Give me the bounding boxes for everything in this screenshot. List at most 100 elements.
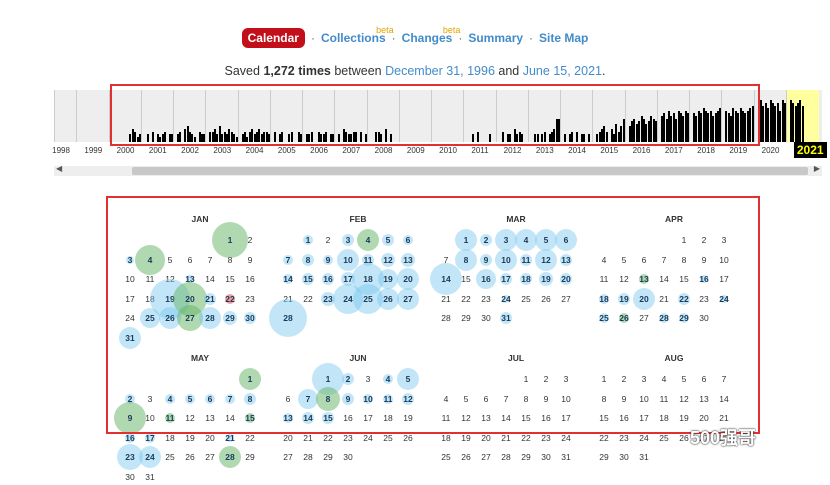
- capture-bubble[interactable]: [219, 446, 241, 468]
- calendar-day[interactable]: 2: [345, 374, 351, 384]
- capture-bubble[interactable]: [619, 313, 629, 323]
- calendar-day[interactable]: 6: [563, 235, 569, 245]
- capture-bubble[interactable]: [177, 305, 203, 331]
- calendar-day[interactable]: 9: [325, 254, 331, 265]
- calendar-day[interactable]: 13: [185, 274, 195, 284]
- capture-bubble[interactable]: [322, 273, 334, 285]
- capture-bubble[interactable]: [659, 313, 669, 323]
- calendar-day[interactable]: 3: [345, 235, 351, 245]
- nav-calendar[interactable]: Calendar: [241, 28, 305, 48]
- year-label[interactable]: 2020: [761, 146, 780, 155]
- calendar-day[interactable]: 14: [303, 413, 313, 423]
- calendar-day[interactable]: 6: [207, 393, 213, 404]
- capture-bubble[interactable]: [700, 275, 708, 283]
- capture-bubble[interactable]: [679, 313, 689, 323]
- calendar-day[interactable]: 14: [283, 274, 293, 284]
- capture-bubble[interactable]: [377, 287, 399, 310]
- year-label[interactable]: 1999: [84, 146, 103, 155]
- capture-bubble[interactable]: [186, 275, 194, 283]
- calendar-day[interactable]: 7: [305, 393, 311, 404]
- calendar-day[interactable]: 13: [561, 254, 571, 265]
- histogram-year-2016[interactable]: [624, 90, 658, 142]
- histogram-year-2012[interactable]: [495, 90, 529, 142]
- scroll-thumb[interactable]: [132, 167, 808, 175]
- histogram-year-2013[interactable]: [527, 90, 561, 142]
- capture-bubble[interactable]: [560, 253, 572, 266]
- calendar-day[interactable]: 28: [283, 313, 293, 323]
- capture-histogram[interactable]: [54, 90, 822, 142]
- year-label[interactable]: 2001: [148, 146, 167, 155]
- calendar-day[interactable]: 10: [501, 254, 511, 265]
- year-label[interactable]: 2021: [793, 142, 827, 158]
- calendar-day[interactable]: 4: [167, 393, 173, 404]
- calendar-day[interactable]: 24: [719, 293, 729, 304]
- capture-bubble[interactable]: [353, 283, 383, 314]
- nav-collections[interactable]: Collections beta: [321, 25, 394, 45]
- capture-bubble[interactable]: [223, 311, 237, 325]
- capture-bubble[interactable]: [126, 255, 134, 264]
- calendar-day[interactable]: 21: [225, 432, 235, 443]
- capture-bubble[interactable]: [303, 235, 313, 245]
- capture-bubble[interactable]: [239, 368, 261, 390]
- calendar-day[interactable]: 16: [481, 274, 491, 284]
- calendar-day[interactable]: 22: [679, 293, 689, 304]
- calendar-day[interactable]: 26: [619, 313, 629, 323]
- capture-bubble[interactable]: [165, 413, 175, 423]
- capture-bubble[interactable]: [560, 273, 572, 285]
- calendar-day[interactable]: 20: [403, 274, 413, 284]
- calendar-day[interactable]: 12: [383, 254, 393, 265]
- calendar-day[interactable]: 11: [165, 413, 175, 423]
- histogram-year-2019[interactable]: [721, 90, 754, 142]
- capture-bubble[interactable]: [342, 392, 354, 405]
- capture-bubble[interactable]: [283, 413, 293, 423]
- capture-bubble[interactable]: [480, 253, 492, 266]
- timeline-scrollbar[interactable]: ◀ ▶: [54, 164, 822, 176]
- calendar-day[interactable]: 19: [541, 274, 551, 284]
- year-label[interactable]: 2006: [310, 146, 328, 155]
- histogram-year-2008[interactable]: [366, 90, 400, 142]
- calendar-day[interactable]: 6: [405, 235, 411, 245]
- calendar-day[interactable]: 8: [463, 254, 469, 265]
- last-capture-link[interactable]: June 15, 2021: [522, 64, 602, 78]
- year-label[interactable]: 2017: [664, 146, 683, 155]
- capture-bubble[interactable]: [500, 312, 512, 324]
- capture-bubble[interactable]: [401, 252, 415, 267]
- capture-bubble[interactable]: [539, 272, 553, 286]
- capture-bubble[interactable]: [430, 263, 462, 295]
- capture-bubble[interactable]: [381, 252, 395, 267]
- calendar-day[interactable]: 8: [247, 393, 253, 404]
- calendar-day[interactable]: 27: [185, 313, 195, 323]
- calendar-day[interactable]: 1: [305, 235, 311, 245]
- capture-bubble[interactable]: [117, 444, 143, 470]
- capture-bubble[interactable]: [302, 412, 314, 424]
- histogram-year-2009[interactable]: [398, 90, 432, 142]
- year-label[interactable]: 2010: [439, 146, 457, 155]
- capture-bubble[interactable]: [378, 269, 398, 289]
- scroll-left-icon[interactable]: ◀: [56, 164, 63, 173]
- capture-bubble[interactable]: [383, 393, 393, 404]
- capture-bubble[interactable]: [145, 432, 155, 443]
- capture-bubble[interactable]: [159, 307, 181, 329]
- calendar-day[interactable]: 4: [365, 235, 371, 245]
- calendar-day[interactable]: 25: [599, 313, 609, 323]
- histogram-year-2021[interactable]: [785, 90, 819, 142]
- capture-bubble[interactable]: [455, 229, 477, 251]
- histogram-year-1999[interactable]: [76, 90, 109, 142]
- capture-bubble[interactable]: [269, 299, 307, 337]
- calendar-day[interactable]: 26: [383, 293, 393, 304]
- calendar-day[interactable]: 20: [185, 293, 195, 304]
- calendar-day[interactable]: 13: [639, 274, 649, 284]
- calendar-day[interactable]: 12: [403, 393, 413, 404]
- capture-bubble[interactable]: [480, 234, 492, 246]
- calendar-day[interactable]: 1: [463, 235, 469, 245]
- capture-bubble[interactable]: [397, 368, 419, 390]
- nav-summary[interactable]: Summary: [468, 31, 523, 45]
- calendar-day[interactable]: 11: [521, 254, 531, 265]
- calendar-day[interactable]: 3: [503, 235, 509, 245]
- capture-bubble[interactable]: [337, 248, 359, 271]
- calendar-day[interactable]: 8: [305, 254, 311, 265]
- year-label[interactable]: 2007: [342, 146, 361, 155]
- calendar-day[interactable]: 1: [325, 374, 331, 384]
- calendar-day[interactable]: 4: [385, 374, 391, 384]
- calendar-day[interactable]: 5: [543, 235, 549, 245]
